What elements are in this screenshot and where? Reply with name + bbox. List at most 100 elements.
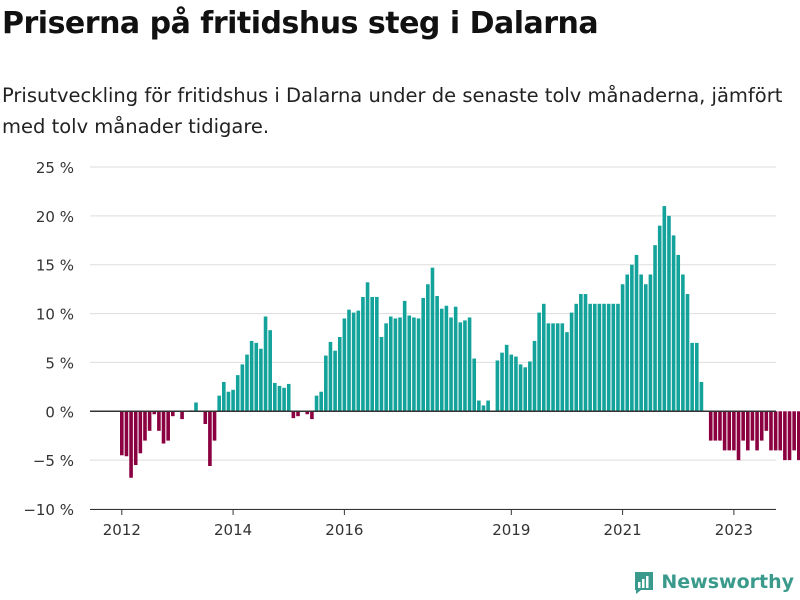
bar (375, 296, 379, 412)
bar (416, 318, 421, 412)
bar (291, 411, 296, 419)
bar (171, 411, 175, 417)
bar (129, 411, 133, 478)
bar (713, 411, 718, 441)
bar (500, 352, 504, 412)
bar (342, 318, 347, 412)
bar (523, 367, 528, 412)
bar (518, 364, 523, 412)
bar (143, 411, 147, 441)
page-subtitle: Prisutveckling för fritidshus i Dalarna … (2, 84, 783, 138)
bar (328, 341, 333, 412)
bar (745, 411, 750, 451)
bar (268, 330, 272, 412)
bar (231, 389, 235, 412)
bar (472, 358, 477, 412)
bar (379, 337, 384, 412)
bar (541, 303, 546, 412)
bar (676, 254, 681, 412)
bar (222, 381, 226, 412)
bar (365, 282, 370, 412)
bar (657, 225, 662, 412)
bar (537, 312, 541, 412)
bar (161, 411, 166, 444)
bar (569, 312, 574, 412)
bar (741, 411, 745, 441)
bar (551, 323, 555, 412)
bar (356, 310, 361, 412)
bar (634, 254, 639, 412)
bar (458, 322, 463, 412)
bar (194, 402, 198, 412)
bar (402, 300, 407, 412)
bar (444, 305, 449, 412)
bar (602, 303, 606, 412)
bar (435, 295, 439, 412)
bar (685, 294, 690, 412)
bar (565, 332, 569, 412)
bar (732, 411, 736, 451)
bar (477, 400, 481, 412)
bar (157, 411, 161, 431)
bar (426, 284, 430, 412)
bar (630, 264, 634, 412)
y-tick-label: 5 % (45, 354, 74, 372)
bar (583, 294, 588, 412)
bar (736, 411, 741, 461)
bar (639, 274, 643, 412)
bar (783, 411, 787, 461)
bar (235, 375, 240, 412)
bar (449, 317, 453, 412)
bar (509, 354, 514, 412)
bar (750, 411, 755, 441)
bar (787, 411, 792, 461)
bar (393, 318, 398, 412)
bar (532, 340, 537, 412)
x-tick-label: 2016 (325, 521, 363, 539)
y-tick-label: 15 % (36, 257, 74, 275)
bar (430, 267, 435, 412)
bar (495, 360, 500, 412)
bar (597, 303, 602, 412)
bar (718, 411, 722, 441)
bar (351, 312, 356, 412)
bar (305, 411, 310, 415)
bar (528, 361, 532, 412)
bar (296, 411, 300, 417)
bar (611, 303, 616, 412)
bar (407, 315, 412, 412)
bar (212, 411, 217, 441)
newsworthy-logo-icon (635, 572, 654, 594)
bar (254, 342, 259, 412)
x-tick-label: 2014 (214, 521, 252, 539)
bar (694, 342, 699, 412)
bar (203, 411, 208, 424)
bar (764, 411, 769, 431)
bar (217, 395, 221, 412)
bar (453, 306, 458, 412)
bar (681, 274, 685, 412)
bar (759, 411, 764, 441)
bar (504, 344, 509, 412)
bar (120, 411, 124, 456)
x-tick-label: 2021 (604, 521, 642, 539)
bar (259, 348, 263, 412)
bar (388, 316, 393, 412)
bar (282, 387, 286, 412)
brand-logo: Newsworthy (633, 570, 794, 594)
bar (574, 303, 579, 412)
bar (588, 303, 592, 412)
bar (625, 274, 630, 412)
bar (314, 395, 319, 412)
bar (286, 383, 291, 412)
bar (727, 411, 732, 451)
bar (277, 385, 282, 412)
bar (240, 364, 245, 412)
x-tick-label: 2019 (492, 521, 530, 539)
bar (463, 320, 467, 412)
y-tick-label: 25 % (36, 159, 74, 177)
bar (778, 411, 783, 451)
bar (324, 355, 328, 412)
bar (648, 274, 653, 412)
x-tick-label: 2023 (715, 521, 753, 539)
